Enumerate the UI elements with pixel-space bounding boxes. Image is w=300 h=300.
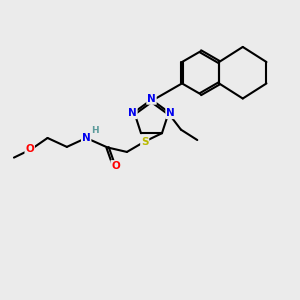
Text: N: N xyxy=(82,133,91,143)
Text: N: N xyxy=(147,94,156,104)
Text: O: O xyxy=(111,161,120,171)
Text: S: S xyxy=(141,136,148,146)
Text: N: N xyxy=(128,108,137,118)
Text: H: H xyxy=(91,126,99,135)
Text: N: N xyxy=(166,108,175,118)
Text: O: O xyxy=(25,144,34,154)
